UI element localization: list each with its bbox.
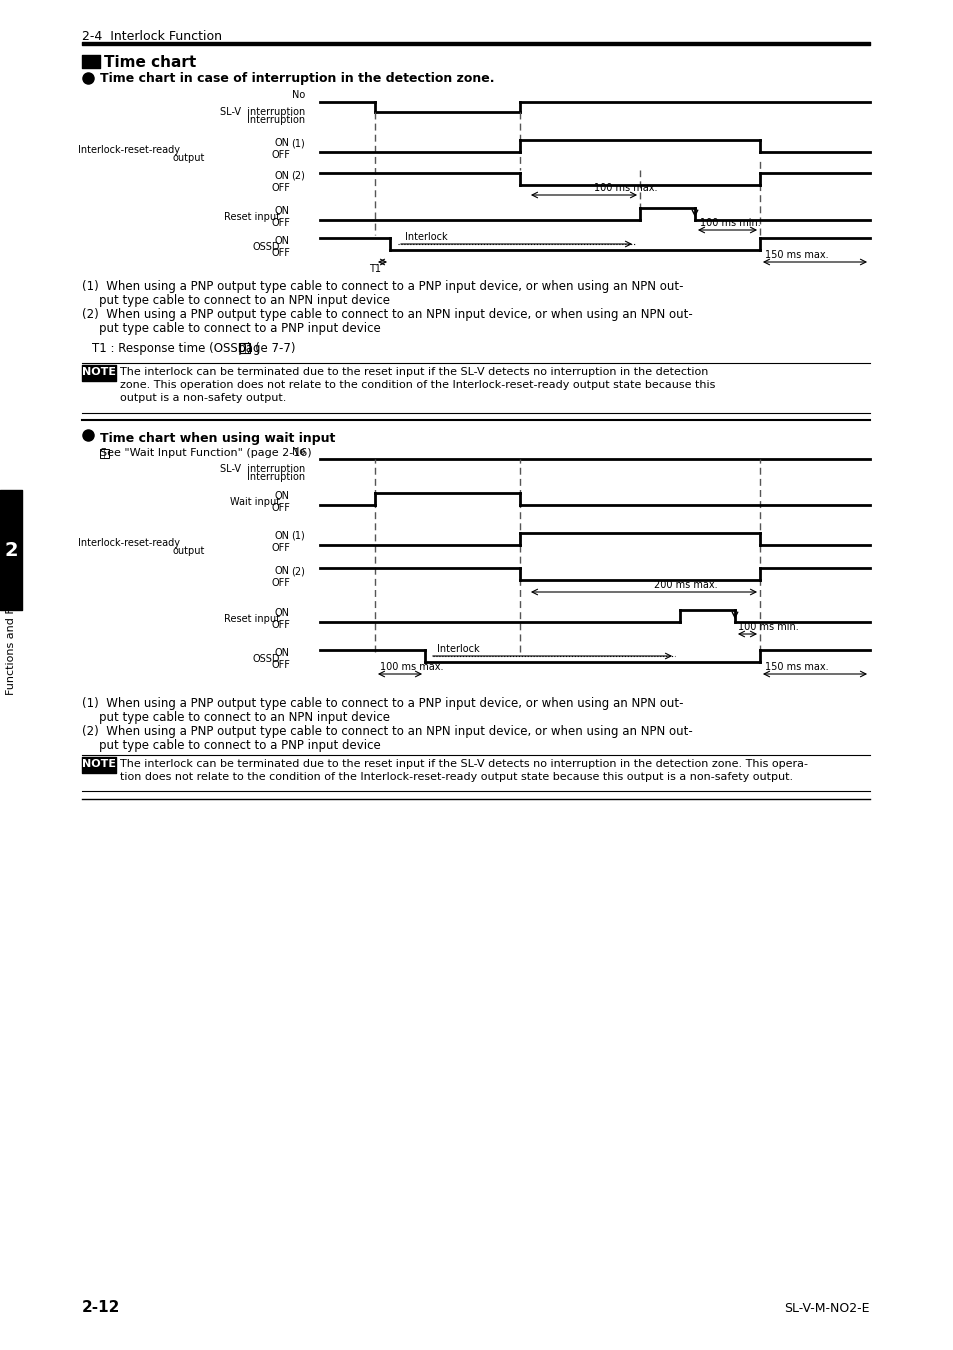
Text: put type cable to connect to an NPN input device: put type cable to connect to an NPN inpu… bbox=[99, 711, 390, 724]
Text: put type cable to connect to an NPN input device: put type cable to connect to an NPN inpu… bbox=[99, 294, 390, 306]
Text: The interlock can be terminated due to the reset input if the SL-V detects no in: The interlock can be terminated due to t… bbox=[120, 367, 708, 377]
Text: NOTE: NOTE bbox=[82, 759, 116, 769]
Text: ON: ON bbox=[274, 236, 290, 246]
Text: 2-12: 2-12 bbox=[82, 1300, 120, 1315]
Bar bbox=[100, 450, 109, 458]
Text: 100 ms min.: 100 ms min. bbox=[700, 217, 760, 228]
Text: (2)  When using a PNP output type cable to connect to an NPN input device, or wh: (2) When using a PNP output type cable t… bbox=[82, 308, 692, 321]
Text: OSSD: OSSD bbox=[253, 653, 280, 664]
Text: ON: ON bbox=[274, 566, 290, 576]
Text: OFF: OFF bbox=[271, 504, 290, 513]
Text: ON: ON bbox=[274, 207, 290, 216]
Text: 2: 2 bbox=[4, 540, 18, 559]
Text: Functions and Features: Functions and Features bbox=[6, 566, 16, 695]
Text: OFF: OFF bbox=[271, 620, 290, 630]
Text: 100 ms max.: 100 ms max. bbox=[594, 184, 657, 193]
Text: (2): (2) bbox=[291, 171, 305, 181]
Text: OFF: OFF bbox=[271, 150, 290, 161]
Text: zone. This operation does not relate to the condition of the Interlock-reset-rea: zone. This operation does not relate to … bbox=[120, 379, 715, 390]
Text: 150 ms max.: 150 ms max. bbox=[764, 662, 828, 672]
Text: Time chart: Time chart bbox=[104, 55, 196, 70]
Text: The interlock can be terminated due to the reset input if the SL-V detects no in: The interlock can be terminated due to t… bbox=[120, 759, 807, 769]
Text: page 7-7): page 7-7) bbox=[91, 342, 295, 355]
Text: ON: ON bbox=[274, 648, 290, 657]
Text: (2)  When using a PNP output type cable to connect to an NPN input device, or wh: (2) When using a PNP output type cable t… bbox=[82, 725, 692, 738]
Text: Time chart in case of interruption in the detection zone.: Time chart in case of interruption in th… bbox=[100, 72, 494, 85]
Text: SL-V-M-NO2-E: SL-V-M-NO2-E bbox=[783, 1301, 869, 1315]
Text: output is a non-safety output.: output is a non-safety output. bbox=[120, 393, 286, 404]
Text: OFF: OFF bbox=[271, 543, 290, 554]
Text: OFF: OFF bbox=[271, 184, 290, 193]
Text: Interlock: Interlock bbox=[405, 232, 447, 242]
Text: ON: ON bbox=[274, 491, 290, 501]
Text: put type cable to connect to a PNP input device: put type cable to connect to a PNP input… bbox=[99, 738, 380, 752]
Text: See "Wait Input Function" (page 2-16): See "Wait Input Function" (page 2-16) bbox=[100, 448, 312, 458]
Text: (1)  When using a PNP output type cable to connect to a PNP input device, or whe: (1) When using a PNP output type cable t… bbox=[82, 279, 682, 293]
Text: put type cable to connect to a PNP input device: put type cable to connect to a PNP input… bbox=[99, 323, 380, 335]
Text: T1: T1 bbox=[369, 265, 380, 274]
Text: Reset input: Reset input bbox=[224, 614, 280, 624]
Text: 100 ms max.: 100 ms max. bbox=[379, 662, 443, 672]
Text: No: No bbox=[292, 90, 305, 100]
Text: 2-4  Interlock Function: 2-4 Interlock Function bbox=[82, 30, 222, 43]
Text: Interruption: Interruption bbox=[247, 115, 305, 126]
Text: OFF: OFF bbox=[271, 660, 290, 670]
Text: Interruption: Interruption bbox=[247, 472, 305, 482]
Text: (1): (1) bbox=[291, 138, 305, 148]
Text: output: output bbox=[172, 545, 205, 556]
Text: Interlock-reset-ready: Interlock-reset-ready bbox=[78, 539, 180, 548]
Text: OSSD: OSSD bbox=[253, 242, 280, 252]
Text: T1 : Response time (OSSD) (: T1 : Response time (OSSD) ( bbox=[91, 342, 259, 355]
Text: Interlock-reset-ready: Interlock-reset-ready bbox=[78, 144, 180, 155]
Text: ON: ON bbox=[274, 531, 290, 541]
Text: 100 ms min.: 100 ms min. bbox=[738, 622, 798, 632]
Text: output: output bbox=[172, 153, 205, 163]
Text: SL-V  interruption: SL-V interruption bbox=[219, 464, 305, 474]
Text: 200 ms max.: 200 ms max. bbox=[654, 580, 717, 590]
Text: No: No bbox=[292, 447, 305, 458]
Text: (1): (1) bbox=[291, 531, 305, 541]
Text: Time chart when using wait input: Time chart when using wait input bbox=[100, 432, 335, 446]
Text: ON: ON bbox=[274, 171, 290, 181]
Text: (2): (2) bbox=[291, 566, 305, 576]
Text: 150 ms max.: 150 ms max. bbox=[764, 250, 828, 261]
Text: Reset input: Reset input bbox=[224, 212, 280, 221]
Text: ON: ON bbox=[274, 608, 290, 618]
Text: ON: ON bbox=[274, 138, 290, 148]
Text: NOTE: NOTE bbox=[82, 367, 116, 377]
Text: OFF: OFF bbox=[271, 217, 290, 228]
Bar bbox=[240, 343, 250, 352]
Text: Interlock: Interlock bbox=[436, 644, 479, 653]
Text: (1)  When using a PNP output type cable to connect to a PNP input device, or whe: (1) When using a PNP output type cable t… bbox=[82, 697, 682, 710]
Text: OFF: OFF bbox=[271, 248, 290, 258]
Text: OFF: OFF bbox=[271, 578, 290, 589]
Text: SL-V  interruption: SL-V interruption bbox=[219, 107, 305, 117]
Text: Wait input: Wait input bbox=[230, 497, 280, 508]
Text: tion does not relate to the condition of the Interlock-reset-ready output state : tion does not relate to the condition of… bbox=[120, 772, 792, 782]
